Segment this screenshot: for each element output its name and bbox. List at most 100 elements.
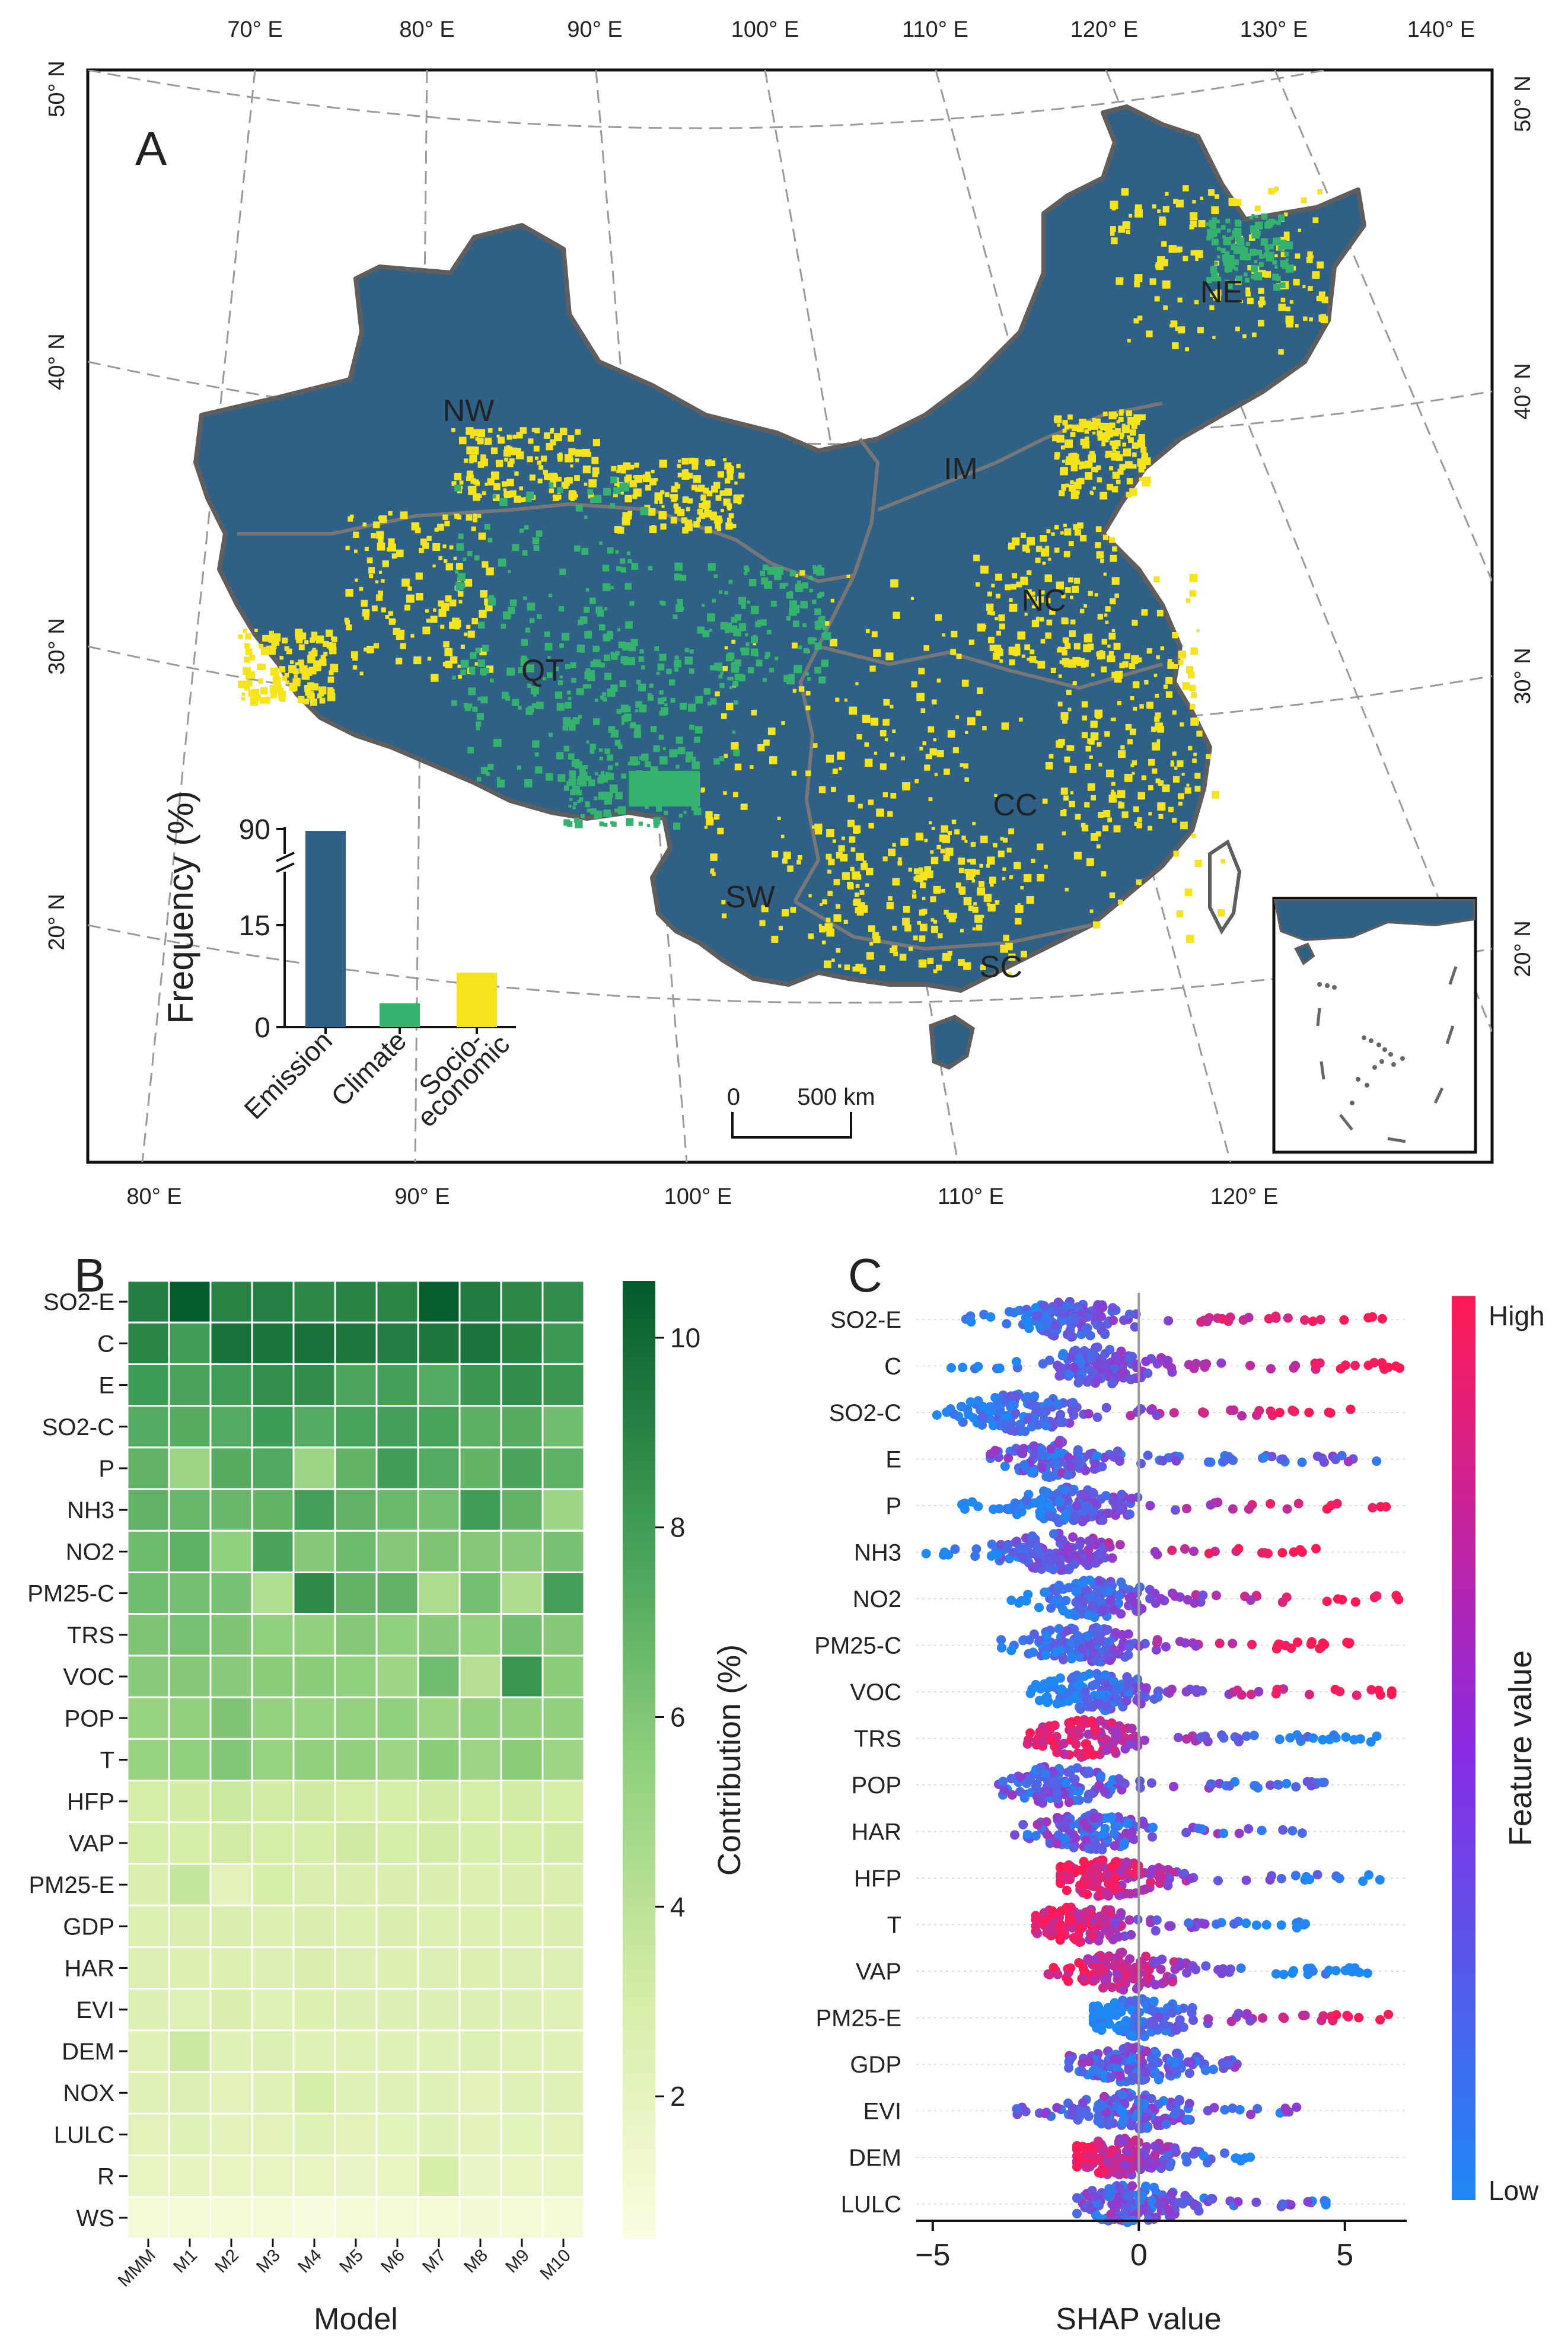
- shap-point: [1063, 1863, 1073, 1873]
- shap-point: [1211, 1590, 1221, 1601]
- shap-point: [1292, 1923, 1302, 1933]
- socioeconomic-dominant-pixel: [1068, 453, 1076, 461]
- shap-point: [1032, 1819, 1043, 1829]
- socioeconomic-dominant-pixel: [950, 649, 956, 655]
- climate-dominant-pixel: [563, 717, 571, 725]
- shap-point: [1018, 1819, 1028, 1829]
- socioeconomic-dominant-pixel: [422, 626, 431, 635]
- socioeconomic-dominant-pixel: [919, 935, 926, 942]
- climate-dominant-pixel: [603, 487, 611, 496]
- shap-point: [1103, 1650, 1113, 1660]
- heatmap-row-label: C: [97, 1331, 114, 1357]
- heatmap-cell-c-m2: [209, 1321, 253, 1365]
- shap-point: [1047, 1906, 1057, 1916]
- climate-dominant-pixel: [638, 821, 643, 826]
- climate-dominant-pixel: [814, 624, 818, 629]
- shap-point: [1318, 1735, 1328, 1745]
- shap-point: [997, 1643, 1006, 1653]
- socioeconomic-dominant-pixel: [1016, 581, 1022, 588]
- socioeconomic-dominant-pixel: [502, 481, 508, 487]
- socioeconomic-dominant-pixel: [466, 446, 474, 455]
- shap-point: [1040, 1786, 1050, 1796]
- shap-point: [1086, 1552, 1096, 1562]
- shap-point: [1130, 1322, 1140, 1332]
- socioeconomic-dominant-pixel: [1169, 324, 1173, 328]
- shap-row-c: [946, 1342, 1405, 1389]
- shap-point: [1368, 1503, 1378, 1513]
- shap-point: [1101, 1956, 1111, 1966]
- shap-point: [1079, 1346, 1089, 1356]
- shap-point: [1019, 1460, 1030, 1469]
- climate-dominant-pixel: [568, 697, 572, 700]
- socioeconomic-dominant-pixel: [805, 705, 811, 710]
- heatmap-cell-r-mmm: [126, 2154, 170, 2198]
- socioeconomic-dominant-pixel: [438, 556, 442, 560]
- climate-dominant-pixel: [678, 747, 686, 755]
- heatmap-cell-nox-mmm: [126, 2071, 170, 2115]
- climate-dominant-pixel: [556, 703, 565, 711]
- socioeconomic-dominant-pixel: [1139, 477, 1143, 481]
- shap-point: [1039, 1300, 1049, 1311]
- socioeconomic-dominant-pixel: [740, 804, 747, 810]
- shap-point: [1053, 1360, 1063, 1370]
- shap-point: [1318, 2011, 1328, 2021]
- socioeconomic-dominant-pixel: [629, 464, 635, 470]
- socioeconomic-dominant-pixel: [250, 693, 254, 697]
- climate-dominant-pixel: [517, 765, 521, 770]
- socioeconomic-dominant-pixel: [1132, 760, 1137, 766]
- socioeconomic-dominant-pixel: [782, 858, 788, 864]
- shap-point: [1010, 1498, 1020, 1508]
- socioeconomic-dominant-pixel: [323, 640, 329, 647]
- shap-point: [1091, 1863, 1101, 1873]
- shap-point: [1375, 1875, 1385, 1885]
- climate-dominant-pixel: [711, 613, 715, 617]
- socioeconomic-dominant-pixel: [1066, 690, 1072, 696]
- climate-dominant-pixel: [610, 586, 614, 589]
- heatmap-cell-so2-c-m1: [168, 1405, 212, 1449]
- shap-point: [1189, 1547, 1199, 1556]
- socioeconomic-dominant-pixel: [1100, 651, 1104, 656]
- socioeconomic-dominant-pixel: [1138, 434, 1145, 441]
- socioeconomic-dominant-pixel: [1105, 451, 1113, 458]
- shap-point: [1241, 1731, 1251, 1741]
- socioeconomic-dominant-pixel: [706, 463, 710, 467]
- climate-dominant-pixel: [1285, 241, 1293, 250]
- shap-point: [1093, 1550, 1103, 1560]
- climate-dominant-pixel: [731, 617, 738, 623]
- climate-dominant-pixel: [521, 639, 528, 646]
- socioeconomic-dominant-pixel: [933, 885, 941, 894]
- socioeconomic-dominant-pixel: [1139, 414, 1146, 420]
- socioeconomic-dominant-pixel: [796, 860, 801, 865]
- shap-point: [1041, 1472, 1051, 1482]
- climate-dominant-pixel: [744, 571, 748, 575]
- socioeconomic-dominant-pixel: [659, 460, 667, 468]
- shap-point: [1006, 1646, 1016, 1656]
- climate-dominant-pixel: [659, 690, 664, 695]
- heatmap-cell-trs-m5: [334, 1613, 378, 1657]
- heatmap-cell-gdp-m4: [292, 1904, 336, 1949]
- shap-point: [1225, 1312, 1235, 1322]
- climate-dominant-pixel: [527, 683, 531, 688]
- socioeconomic-dominant-pixel: [873, 649, 881, 657]
- socioeconomic-dominant-pixel: [1062, 649, 1067, 656]
- climate-dominant-pixel: [547, 656, 551, 659]
- climate-dominant-pixel: [493, 738, 502, 747]
- socioeconomic-dominant-pixel: [890, 948, 895, 954]
- climate-dominant-pixel: [562, 633, 570, 641]
- shap-point: [1066, 1963, 1076, 1973]
- socioeconomic-dominant-pixel: [388, 618, 396, 625]
- socioeconomic-dominant-pixel: [842, 872, 850, 880]
- climate-dominant-pixel: [753, 635, 757, 639]
- climate-dominant-pixel: [684, 656, 693, 665]
- shap-point: [1164, 1921, 1174, 1931]
- socioeconomic-dominant-pixel: [670, 517, 677, 524]
- shap-point: [1171, 1505, 1180, 1515]
- socioeconomic-dominant-pixel: [1154, 296, 1160, 302]
- shap-point: [1204, 1548, 1214, 1558]
- socioeconomic-dominant: [238, 185, 1328, 976]
- shap-point: [1306, 1781, 1317, 1791]
- climate-dominant-pixel: [808, 637, 815, 645]
- climate-dominant-pixel: [656, 671, 660, 675]
- shap-point: [1048, 1564, 1059, 1574]
